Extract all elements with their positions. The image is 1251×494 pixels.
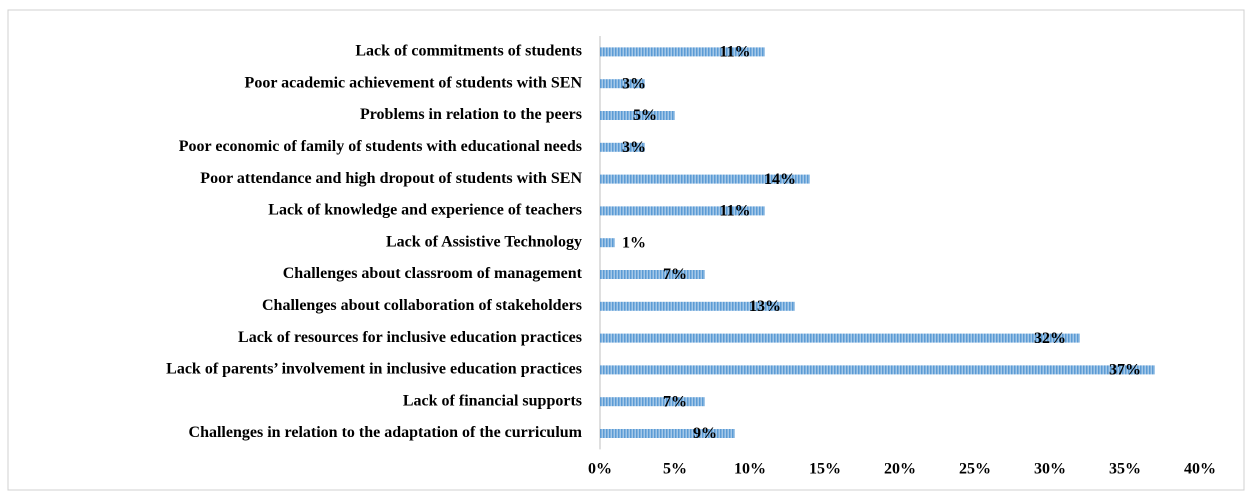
value-label: 13% — [749, 298, 781, 315]
value-label: 1% — [622, 234, 646, 251]
value-label: 9% — [693, 425, 717, 442]
value-label: 32% — [1034, 330, 1066, 347]
bar — [600, 270, 705, 279]
x-tick-label: 10% — [734, 461, 766, 478]
category-label: Poor economic of family of students with… — [179, 138, 582, 155]
category-label: Challenges about classroom of management — [283, 265, 583, 282]
bar — [600, 174, 810, 184]
bar — [600, 397, 705, 407]
category-label: Lack of financial supports — [403, 392, 582, 409]
bar — [600, 79, 645, 89]
bar — [600, 111, 675, 120]
category-label: Lack of resources for inclusive educatio… — [238, 329, 582, 346]
value-label: 7% — [663, 393, 687, 410]
bar — [600, 301, 795, 311]
bar — [600, 47, 765, 57]
x-tick-label: 5% — [663, 461, 687, 478]
category-label: Poor academic achievement of students wi… — [245, 74, 583, 91]
category-label: Poor attendance and high dropout of stud… — [200, 170, 582, 187]
x-tick-label: 15% — [809, 461, 841, 478]
bar — [600, 333, 1080, 343]
x-tick-label: 20% — [884, 461, 916, 478]
chart-frame — [7, 9, 1245, 491]
x-tick-label: 30% — [1034, 461, 1066, 478]
category-label: Challenges about collaboration of stakeh… — [262, 297, 582, 314]
bar — [600, 365, 1155, 375]
bar — [600, 238, 615, 248]
value-label: 3% — [622, 75, 646, 92]
value-label: 11% — [719, 203, 750, 220]
value-label: 7% — [663, 266, 687, 283]
value-label: 11% — [719, 44, 750, 61]
value-label: 5% — [633, 107, 657, 124]
x-tick-label: 25% — [959, 461, 991, 478]
bar — [600, 206, 765, 216]
category-label: Lack of commitments of students — [355, 43, 582, 60]
category-label: Problems in relation to the peers — [360, 106, 582, 123]
x-tick-label: 40% — [1184, 461, 1216, 478]
value-label: 14% — [764, 171, 796, 188]
category-label: Challenges in relation to the adaptation… — [189, 424, 583, 441]
x-tick-label: 35% — [1109, 461, 1141, 478]
category-label: Lack of parents’ involvement in inclusiv… — [166, 361, 582, 378]
value-label: 37% — [1109, 362, 1141, 379]
category-label: Lack of Assistive Technology — [386, 233, 582, 250]
bar — [600, 142, 645, 152]
category-label: Lack of knowledge and experience of teac… — [268, 202, 582, 219]
value-label: 3% — [622, 139, 646, 156]
x-tick-label: 0% — [588, 461, 612, 478]
bar — [600, 429, 735, 438]
